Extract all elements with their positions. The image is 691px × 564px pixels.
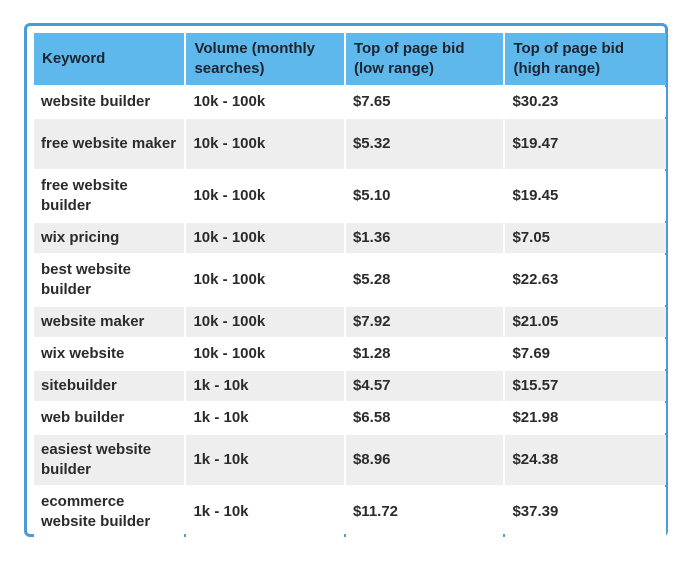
- table-row: sitebuilder 1k - 10k $4.57 $15.57: [34, 371, 666, 401]
- cell-bid-low: $11.72: [345, 487, 504, 537]
- cell-bid-low: $4.57: [345, 371, 504, 401]
- cell-keyword: wix website: [34, 339, 185, 369]
- cell-keyword: sitebuilder: [34, 371, 185, 401]
- header-keyword: Keyword: [34, 33, 185, 85]
- cell-keyword: web builder: [34, 403, 185, 433]
- cell-volume: 1k - 10k: [186, 371, 344, 401]
- table-row: best website builder 10k - 100k $5.28 $2…: [34, 255, 666, 305]
- cell-bid-high: $24.38: [505, 435, 666, 485]
- cell-bid-high: $22.63: [505, 255, 666, 305]
- cell-keyword: easiest website builder: [34, 435, 185, 485]
- cell-bid-high: $15.57: [505, 371, 666, 401]
- keyword-table: Keyword Volume (monthly searches) Top of…: [32, 31, 668, 539]
- cell-bid-low: $8.96: [345, 435, 504, 485]
- keyword-table-frame: Keyword Volume (monthly searches) Top of…: [24, 23, 668, 537]
- cell-bid-high: $37.39: [505, 487, 666, 537]
- cell-bid-low: $5.28: [345, 255, 504, 305]
- table-row: website builder 10k - 100k $7.65 $30.23: [34, 87, 666, 117]
- table-row: wix pricing 10k - 100k $1.36 $7.05: [34, 223, 666, 253]
- cell-bid-high: $7.69: [505, 339, 666, 369]
- cell-bid-low: $1.28: [345, 339, 504, 369]
- cell-volume: 10k - 100k: [186, 255, 344, 305]
- cell-bid-high: $19.47: [505, 119, 666, 169]
- cell-volume: 10k - 100k: [186, 223, 344, 253]
- cell-bid-low: $1.36: [345, 223, 504, 253]
- table-row: free website maker 10k - 100k $5.32 $19.…: [34, 119, 666, 169]
- cell-volume: 10k - 100k: [186, 119, 344, 169]
- cell-keyword: best website builder: [34, 255, 185, 305]
- cell-bid-high: $21.98: [505, 403, 666, 433]
- header-volume: Volume (monthly searches): [186, 33, 344, 85]
- cell-volume: 10k - 100k: [186, 87, 344, 117]
- table-row: ecommerce website builder 1k - 10k $11.7…: [34, 487, 666, 537]
- table-row: website maker 10k - 100k $7.92 $21.05: [34, 307, 666, 337]
- cell-keyword: website builder: [34, 87, 185, 117]
- cell-bid-high: $19.45: [505, 171, 666, 221]
- cell-bid-high: $30.23: [505, 87, 666, 117]
- cell-keyword: free website maker: [34, 119, 185, 169]
- cell-bid-low: $6.58: [345, 403, 504, 433]
- table-header-row: Keyword Volume (monthly searches) Top of…: [34, 33, 666, 85]
- header-bid-high: Top of page bid (high range): [505, 33, 666, 85]
- cell-keyword: free website builder: [34, 171, 185, 221]
- cell-volume: 10k - 100k: [186, 171, 344, 221]
- cell-bid-low: $7.92: [345, 307, 504, 337]
- cell-bid-low: $7.65: [345, 87, 504, 117]
- cell-keyword: ecommerce website builder: [34, 487, 185, 537]
- cell-bid-high: $21.05: [505, 307, 666, 337]
- cell-volume: 10k - 100k: [186, 307, 344, 337]
- cell-bid-low: $5.32: [345, 119, 504, 169]
- header-bid-low: Top of page bid (low range): [345, 33, 504, 85]
- cell-volume: 1k - 10k: [186, 435, 344, 485]
- cell-volume: 10k - 100k: [186, 339, 344, 369]
- cell-keyword: wix pricing: [34, 223, 185, 253]
- cell-volume: 1k - 10k: [186, 487, 344, 537]
- table-row: easiest website builder 1k - 10k $8.96 $…: [34, 435, 666, 485]
- table-row: wix website 10k - 100k $1.28 $7.69: [34, 339, 666, 369]
- cell-keyword: website maker: [34, 307, 185, 337]
- cell-volume: 1k - 10k: [186, 403, 344, 433]
- cell-bid-low: $5.10: [345, 171, 504, 221]
- table-row: free website builder 10k - 100k $5.10 $1…: [34, 171, 666, 221]
- cell-bid-high: $7.05: [505, 223, 666, 253]
- table-row: web builder 1k - 10k $6.58 $21.98: [34, 403, 666, 433]
